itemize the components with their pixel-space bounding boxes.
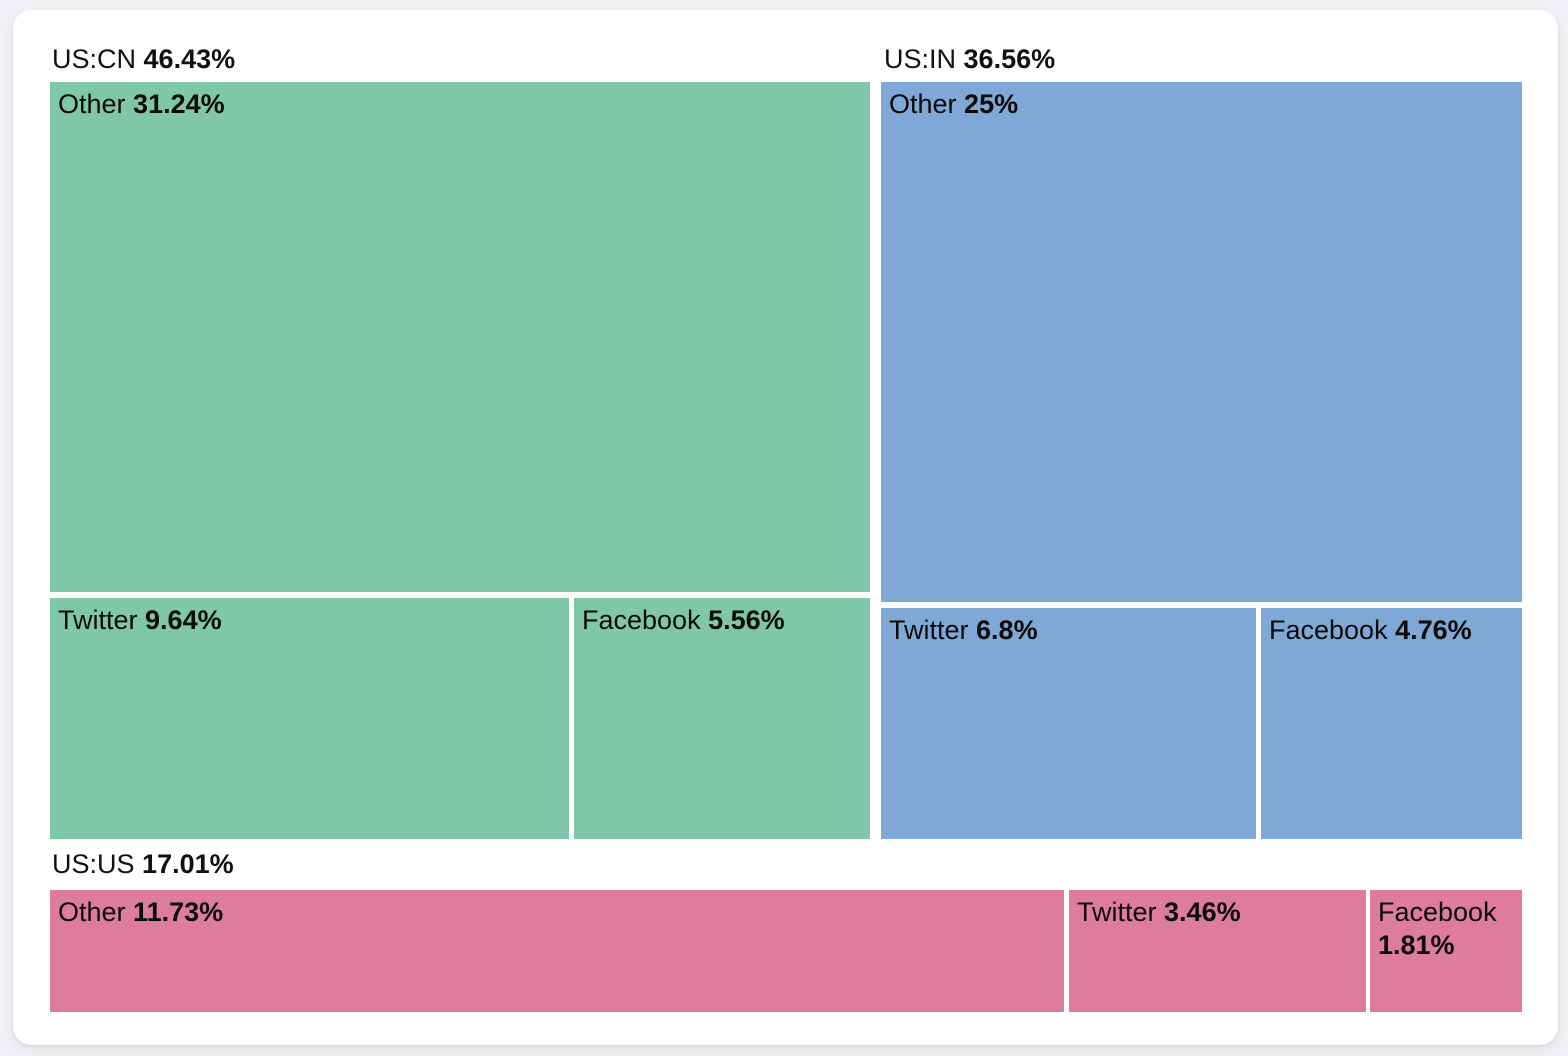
cell-value: 1.81% [1378,930,1455,960]
treemap-cell-us-cn-twitter[interactable]: Twitter 9.64% [50,598,569,839]
cell-label: Other [58,89,126,119]
cell-label: Facebook [1378,897,1497,927]
treemap-card: US:CN 46.43% Other 31.24% Twitter 9.64% … [13,10,1558,1045]
treemap-cell-us-in-twitter[interactable]: Twitter 6.8% [881,608,1256,839]
cell-value: 25% [964,89,1019,119]
cell-value: 3.46% [1164,897,1241,927]
cell-label: Twitter [58,605,138,635]
cell-value: 31.24% [133,89,225,119]
treemap-cell-us-us-facebook[interactable]: Facebook 1.81% [1370,890,1522,1012]
treemap-cell-us-in-other[interactable]: Other 25% [881,82,1522,602]
cell-label: Other [889,89,957,119]
treemap-cell-us-us-other[interactable]: Other 11.73% [50,890,1064,1012]
cell-value: 11.73% [133,897,224,927]
group-header-us-in: US:IN 36.56% [884,43,1055,75]
group-label: US:US [52,849,135,879]
cell-label: Twitter [889,615,969,645]
cell-value: 4.76% [1395,615,1472,645]
treemap-chart: US:CN 46.43% Other 31.24% Twitter 9.64% … [13,10,1558,1045]
group-label: US:CN [52,44,137,74]
group-value: 17.01% [142,849,234,879]
cell-value: 5.56% [708,605,785,635]
cell-label: Other [58,897,126,927]
treemap-cell-us-in-facebook[interactable]: Facebook 4.76% [1261,608,1522,839]
treemap-cell-us-cn-facebook[interactable]: Facebook 5.56% [574,598,870,839]
treemap-cell-us-cn-other[interactable]: Other 31.24% [50,82,870,592]
cell-label: Twitter [1077,897,1157,927]
cell-value: 9.64% [145,605,222,635]
group-value: 36.56% [963,44,1056,74]
group-header-us-us: US:US 17.01% [52,848,234,880]
treemap-cell-us-us-twitter[interactable]: Twitter 3.46% [1069,890,1366,1012]
group-header-us-cn: US:CN 46.43% [52,43,235,75]
cell-label: Facebook [582,605,701,635]
group-value: 46.43% [143,44,236,74]
cell-label: Facebook [1269,615,1388,645]
group-label: US:IN [884,44,957,74]
cell-value: 6.8% [976,615,1038,645]
